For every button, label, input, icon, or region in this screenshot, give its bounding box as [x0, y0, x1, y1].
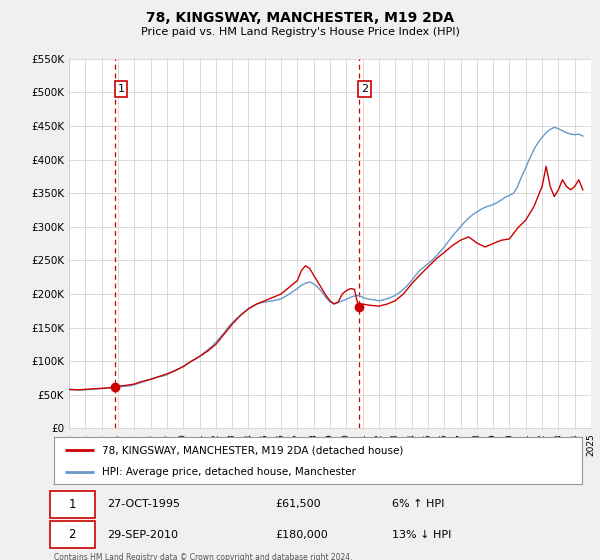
FancyBboxPatch shape	[50, 521, 95, 548]
Text: 6% ↑ HPI: 6% ↑ HPI	[392, 500, 444, 509]
Text: 78, KINGSWAY, MANCHESTER, M19 2DA: 78, KINGSWAY, MANCHESTER, M19 2DA	[146, 11, 454, 25]
Text: £61,500: £61,500	[276, 500, 322, 509]
Text: 29-SEP-2010: 29-SEP-2010	[107, 530, 178, 539]
Text: 27-OCT-1995: 27-OCT-1995	[107, 500, 180, 509]
Text: 2: 2	[361, 84, 368, 94]
Text: 2: 2	[68, 528, 76, 541]
Text: 13% ↓ HPI: 13% ↓ HPI	[392, 530, 451, 539]
FancyBboxPatch shape	[50, 491, 95, 517]
Text: HPI: Average price, detached house, Manchester: HPI: Average price, detached house, Manc…	[101, 467, 355, 477]
Text: £180,000: £180,000	[276, 530, 329, 539]
Text: Price paid vs. HM Land Registry's House Price Index (HPI): Price paid vs. HM Land Registry's House …	[140, 27, 460, 37]
Text: 78, KINGSWAY, MANCHESTER, M19 2DA (detached house): 78, KINGSWAY, MANCHESTER, M19 2DA (detac…	[101, 445, 403, 455]
Text: 1: 1	[118, 84, 124, 94]
Text: 1: 1	[68, 498, 76, 511]
Text: Contains HM Land Registry data © Crown copyright and database right 2024.
This d: Contains HM Land Registry data © Crown c…	[54, 553, 353, 560]
